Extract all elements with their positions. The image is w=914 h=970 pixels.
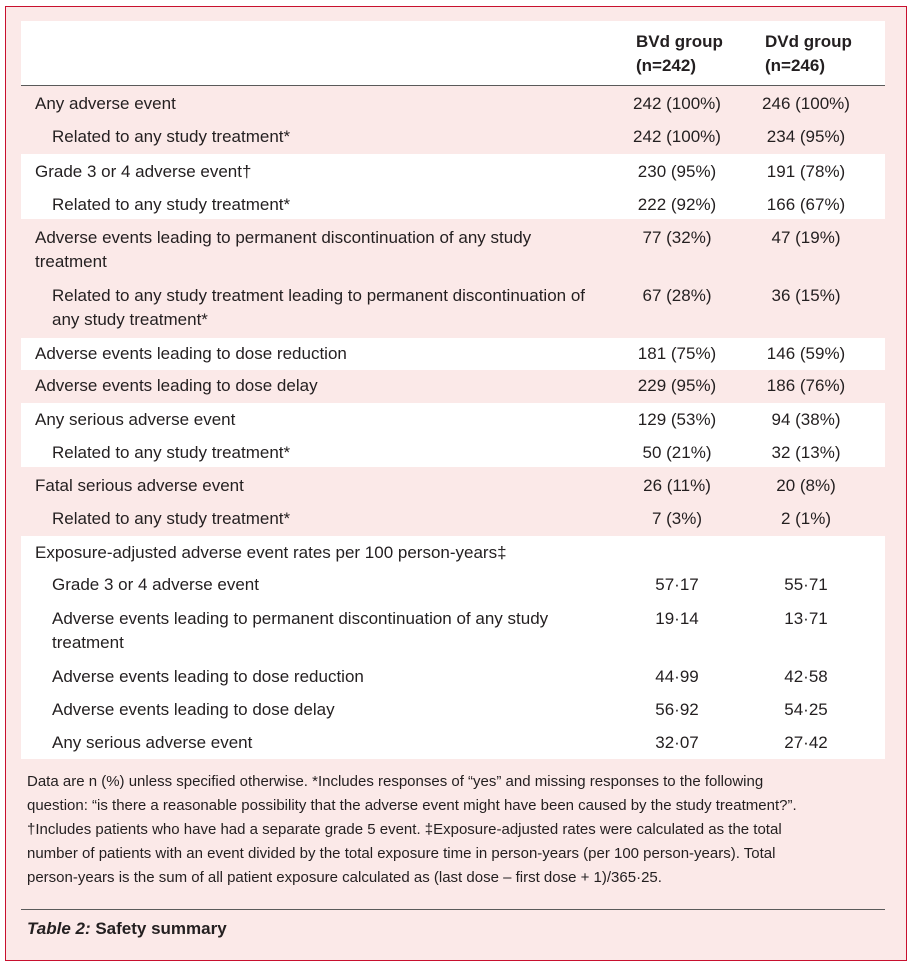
column-header-line: BVd group xyxy=(636,32,723,51)
dvd-value: 55·71 xyxy=(784,575,828,594)
bvd-value: 44·99 xyxy=(655,667,699,686)
dvd-value: 246 (100%) xyxy=(762,94,850,113)
column-header-line: (n=246) xyxy=(765,56,825,75)
bvd-value: 26 (11%) xyxy=(643,476,711,495)
row-label-line: Adverse events leading to permanent disc… xyxy=(52,609,549,628)
bvd-value: 181 (75%) xyxy=(637,344,717,363)
dvd-value: 20 (8%) xyxy=(776,476,836,495)
row-label: Any adverse event xyxy=(35,94,176,113)
row-label: Related to any study treatment* xyxy=(52,443,291,462)
footnote-line: number of patients with an event divided… xyxy=(27,845,776,862)
bvd-value: 32·07 xyxy=(655,733,699,752)
row-label-line: treatment xyxy=(35,252,107,271)
bvd-value: 222 (92%) xyxy=(637,195,717,214)
row-group-band xyxy=(21,403,885,467)
dvd-value: 42·58 xyxy=(784,667,828,686)
row-label: Related to any study treatment* xyxy=(52,195,291,214)
header-band xyxy=(21,21,885,85)
dvd-value: 32 (13%) xyxy=(771,443,841,462)
dvd-value: 146 (59%) xyxy=(766,344,846,363)
column-header-line: (n=242) xyxy=(636,56,696,75)
row-label-line: Adverse events leading to permanent disc… xyxy=(35,228,532,247)
row-label: Related to any study treatment leading t… xyxy=(52,284,585,332)
dvd-value: 191 (78%) xyxy=(766,162,846,181)
dvd-value: 234 (95%) xyxy=(766,127,846,146)
row-label: Adverse events leading to dose reduction xyxy=(35,344,347,363)
row-label: Adverse events leading to dose delay xyxy=(52,700,335,719)
row-label: Adverse events leading to dose reduction xyxy=(52,667,364,686)
row-label: Grade 3 or 4 adverse event xyxy=(52,575,259,594)
row-label-line: any study treatment* xyxy=(52,310,208,329)
bvd-value: 57·17 xyxy=(655,575,699,594)
row-group-band xyxy=(21,536,885,759)
section-label: Exposure-adjusted adverse event rates pe… xyxy=(35,543,507,562)
column-header-dvd: DVd group (n=246) xyxy=(765,30,852,78)
row-label: Related to any study treatment* xyxy=(52,509,291,528)
header-rule xyxy=(21,85,885,86)
footnote-line: Data are n (%) unless specified otherwis… xyxy=(27,773,764,790)
footnote-line: question: “is there a reasonable possibi… xyxy=(27,797,797,814)
bvd-value: 230 (95%) xyxy=(637,162,717,181)
bvd-value: 129 (53%) xyxy=(637,410,717,429)
dvd-value: 36 (15%) xyxy=(771,286,841,305)
row-label-line: Related to any study treatment leading t… xyxy=(52,286,586,305)
row-label: Any serious adverse event xyxy=(52,733,253,752)
row-group-band xyxy=(21,154,885,219)
row-label: Grade 3 or 4 adverse event† xyxy=(35,162,252,181)
row-label: Related to any study treatment* xyxy=(52,127,291,146)
column-header-bvd: BVd group (n=242) xyxy=(636,30,723,78)
row-label: Adverse events leading to dose delay xyxy=(35,376,318,395)
bvd-value: 242 (100%) xyxy=(633,94,721,113)
row-label: Adverse events leading to permanent disc… xyxy=(52,607,548,655)
dvd-value: 47 (19%) xyxy=(771,228,841,247)
table-caption: Table 2: Safety summary xyxy=(27,917,227,941)
bvd-value: 242 (100%) xyxy=(633,127,721,146)
caption-title: Safety summary xyxy=(95,919,227,938)
bvd-value: 67 (28%) xyxy=(642,286,712,305)
dvd-value: 13·71 xyxy=(784,609,828,628)
dvd-value: 186 (76%) xyxy=(766,376,846,395)
caption-lead: Table 2: xyxy=(27,919,91,938)
row-label-line: treatment xyxy=(52,633,124,652)
caption-rule xyxy=(21,909,885,910)
dvd-value: 2 (1%) xyxy=(780,509,832,528)
row-label: Any serious adverse event xyxy=(35,410,236,429)
dvd-value: 54·25 xyxy=(784,700,828,719)
row-label: Fatal serious adverse event xyxy=(35,476,244,495)
footnote-line: person-years is the sum of all patient e… xyxy=(27,869,662,886)
dvd-value: 166 (67%) xyxy=(766,195,846,214)
bvd-value: 19·14 xyxy=(655,609,699,628)
dvd-value: 94 (38%) xyxy=(771,410,841,429)
bvd-value: 56·92 xyxy=(655,700,699,719)
bvd-value: 77 (32%) xyxy=(642,228,712,247)
footnote-line: †Includes patients who have had a separa… xyxy=(27,821,782,838)
row-group-band xyxy=(21,338,885,370)
table-footnote: Data are n (%) unless specified otherwis… xyxy=(27,770,875,890)
row-label: Adverse events leading to permanent disc… xyxy=(35,226,531,274)
bvd-value: 229 (95%) xyxy=(637,376,717,395)
column-header-line: DVd group xyxy=(765,32,852,51)
bvd-value: 50 (21%) xyxy=(642,443,712,462)
dvd-value: 27·42 xyxy=(784,733,828,752)
bvd-value: 7 (3%) xyxy=(651,509,703,528)
